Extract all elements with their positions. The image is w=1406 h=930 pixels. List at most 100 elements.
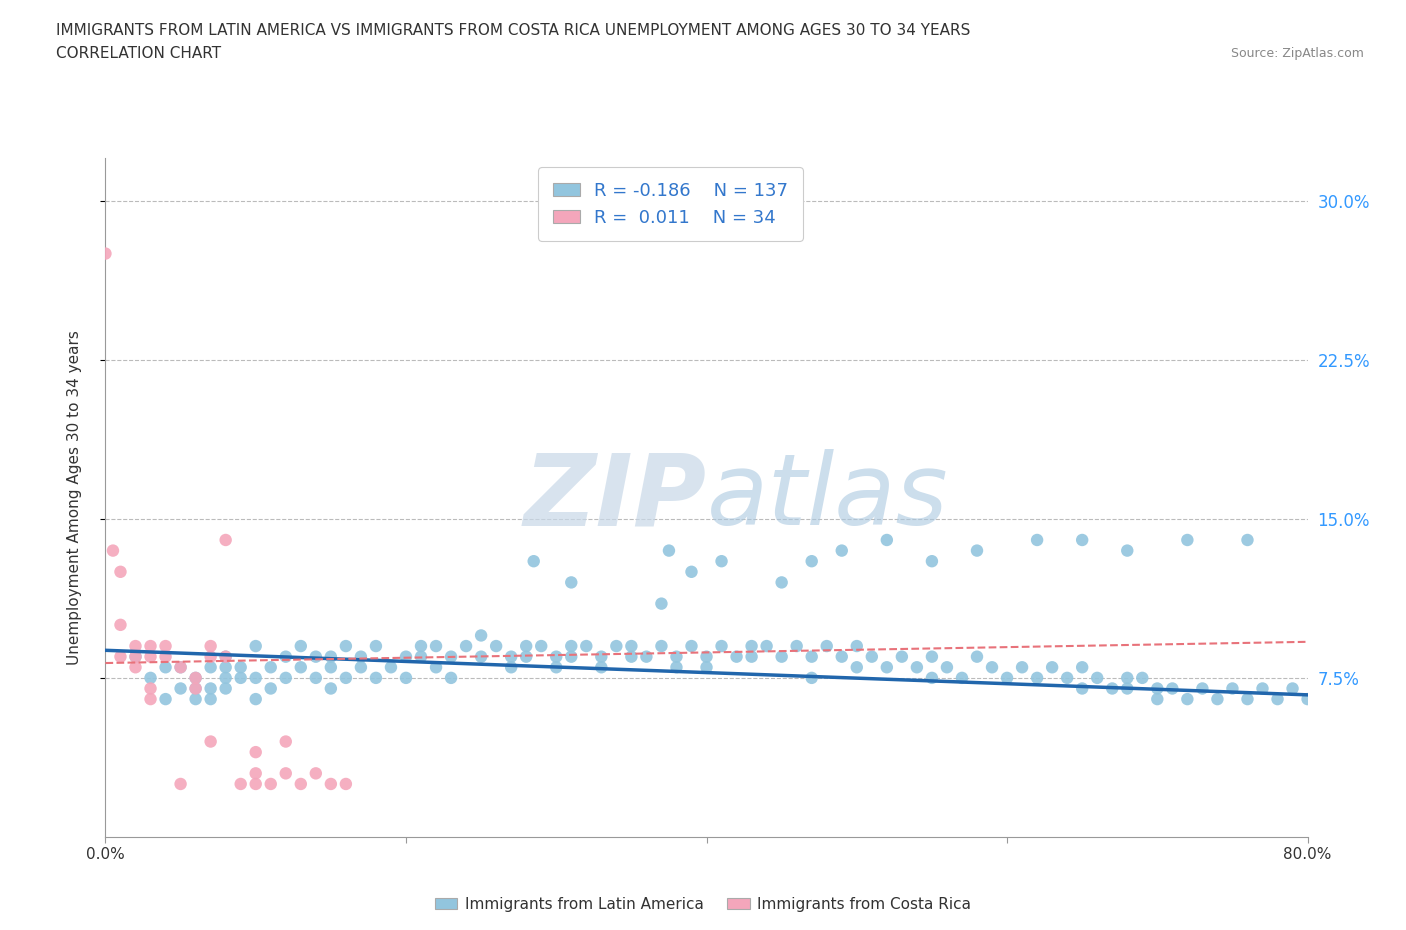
Point [710, 639, 733, 654]
Point [94, 246, 117, 261]
Point [184, 692, 207, 707]
Point [1071, 660, 1094, 675]
Point [319, 777, 342, 791]
Point [546, 649, 568, 664]
Point [350, 660, 373, 675]
Point [725, 649, 748, 664]
Point [1071, 533, 1094, 548]
Point [214, 649, 236, 664]
Point [501, 649, 523, 664]
Point [319, 660, 342, 675]
Point [214, 671, 236, 685]
Point [214, 649, 236, 664]
Point [620, 639, 643, 654]
Point [290, 777, 312, 791]
Text: CORRELATION CHART: CORRELATION CHART [56, 46, 221, 61]
Point [470, 649, 492, 664]
Point [229, 671, 252, 685]
Point [214, 533, 236, 548]
Point [845, 660, 868, 675]
Point [440, 671, 463, 685]
Point [395, 649, 418, 664]
Point [290, 639, 312, 654]
Point [305, 766, 328, 781]
Point [470, 628, 492, 643]
Point [335, 639, 357, 654]
Point [1040, 660, 1063, 675]
Point [710, 553, 733, 568]
Point [876, 660, 898, 675]
Point [260, 660, 283, 675]
Point [200, 734, 222, 749]
Point [1236, 692, 1258, 707]
Point [1251, 681, 1274, 696]
Point [1175, 692, 1198, 707]
Point [245, 745, 267, 760]
Point [741, 649, 763, 664]
Legend: R = -0.186    N = 137, R =  0.011    N = 34: R = -0.186 N = 137, R = 0.011 N = 34 [538, 167, 803, 241]
Point [1056, 671, 1078, 685]
Point [409, 639, 432, 654]
Point [530, 639, 553, 654]
Point [124, 660, 146, 675]
Point [696, 649, 718, 664]
Point [876, 533, 898, 548]
Point [1146, 681, 1168, 696]
Point [305, 671, 328, 685]
Point [591, 649, 613, 664]
Point [380, 660, 402, 675]
Point [155, 649, 177, 664]
Point [1116, 681, 1139, 696]
Point [169, 777, 191, 791]
Point [755, 639, 778, 654]
Point [1130, 671, 1153, 685]
Point [395, 671, 418, 685]
Point [1222, 681, 1244, 696]
Point [274, 649, 297, 664]
Point [560, 575, 582, 590]
Legend: Immigrants from Latin America, Immigrants from Costa Rica: Immigrants from Latin America, Immigrant… [429, 891, 977, 918]
Point [440, 649, 463, 664]
Point [770, 575, 793, 590]
Point [245, 639, 267, 654]
Point [950, 671, 973, 685]
Point [845, 639, 868, 654]
Point [169, 660, 191, 675]
Point [815, 639, 838, 654]
Point [800, 553, 823, 568]
Point [905, 660, 928, 675]
Point [800, 649, 823, 664]
Point [274, 671, 297, 685]
Point [650, 596, 672, 611]
Point [1281, 681, 1303, 696]
Point [169, 660, 191, 675]
Text: Source: ZipAtlas.com: Source: ZipAtlas.com [1230, 46, 1364, 60]
Point [245, 766, 267, 781]
Point [1296, 692, 1319, 707]
Point [425, 660, 447, 675]
Point [515, 639, 537, 654]
Point [155, 660, 177, 675]
Point [260, 681, 283, 696]
Point [124, 649, 146, 664]
Point [546, 660, 568, 675]
Point [124, 639, 146, 654]
Point [1071, 681, 1094, 696]
Point [454, 639, 477, 654]
Point [995, 671, 1018, 685]
Point [1267, 692, 1289, 707]
Point [319, 681, 342, 696]
Point [245, 777, 267, 791]
Point [290, 660, 312, 675]
Point [425, 639, 447, 654]
Point [200, 660, 222, 675]
Point [1206, 692, 1229, 707]
Point [214, 660, 236, 675]
Point [665, 649, 688, 664]
Point [139, 692, 162, 707]
Point [1116, 543, 1139, 558]
Point [1085, 671, 1108, 685]
Point [184, 671, 207, 685]
Point [184, 681, 207, 696]
Point [169, 681, 191, 696]
